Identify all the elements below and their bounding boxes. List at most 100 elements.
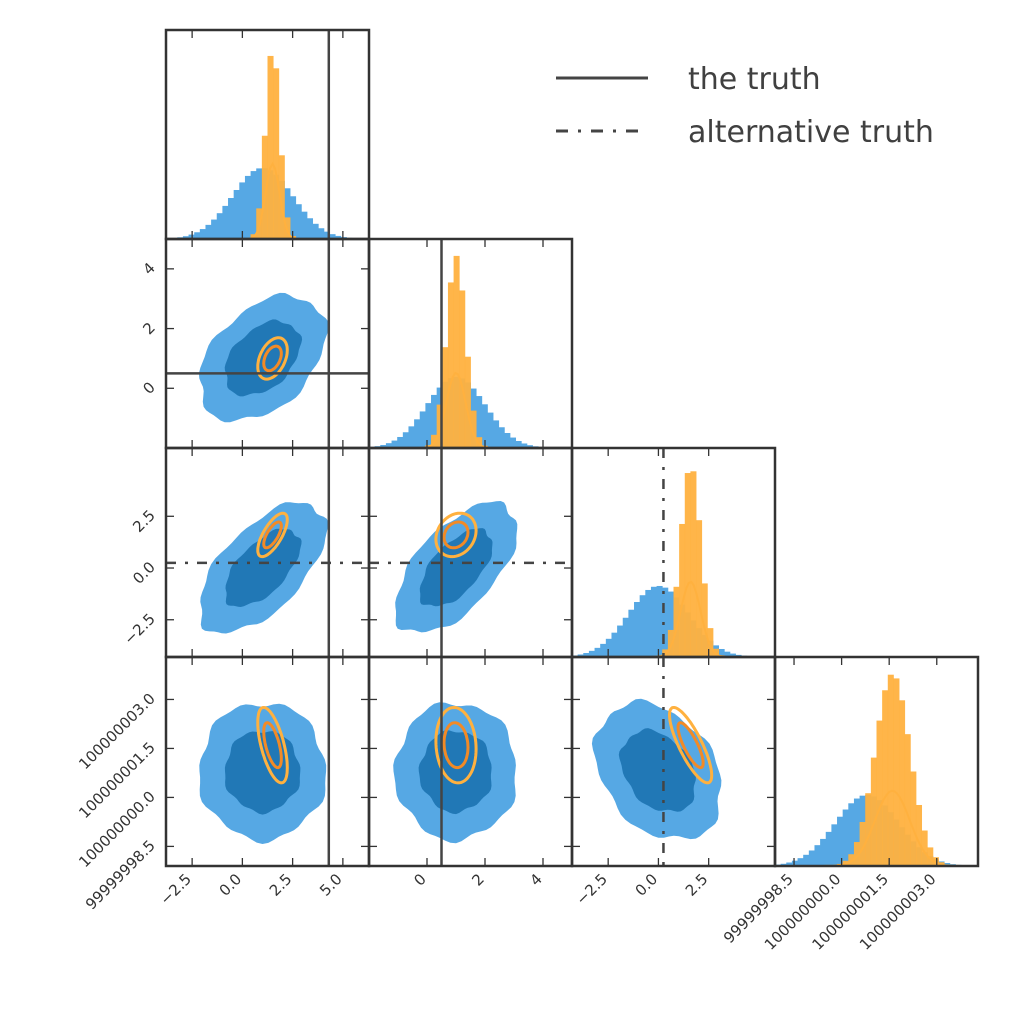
hist-bar <box>876 720 883 866</box>
hist-bar <box>323 231 330 239</box>
x-tick-label: 0.0 <box>632 870 662 900</box>
panel-content <box>572 448 775 657</box>
y-tick-label: 0.0 <box>129 558 159 588</box>
hist-bar <box>842 809 849 866</box>
x-tick-label: 4 <box>526 870 545 889</box>
hist-bar <box>729 653 736 657</box>
hist-bar <box>233 189 240 239</box>
panel-content <box>369 448 572 657</box>
panel-2-1 <box>367 446 574 659</box>
hist-bar <box>594 647 601 657</box>
hist-bar <box>402 432 409 448</box>
hist-bar <box>493 420 500 448</box>
hist-bar <box>194 232 201 239</box>
contour-line-level-0 <box>434 511 478 559</box>
hist-bar <box>656 585 663 657</box>
contour-fill-level-1 <box>618 728 696 812</box>
hist-bar <box>290 196 297 239</box>
hist-bar <box>786 862 793 866</box>
hist-bar <box>414 419 421 448</box>
hist-bar <box>667 591 674 657</box>
panel-frame <box>773 655 980 868</box>
panel-0-0 <box>164 28 371 241</box>
x-tick-label: 0.0 <box>216 870 246 900</box>
hist-bar <box>848 803 855 866</box>
hist-outline <box>166 161 369 239</box>
hist-bar <box>244 175 251 239</box>
x-tick-label: −2.5 <box>156 870 194 908</box>
hist-bar <box>267 55 274 239</box>
hist-bar <box>228 198 235 239</box>
hist-bar <box>831 824 838 866</box>
hist-bar <box>205 224 212 239</box>
panel-1-0 <box>164 237 371 450</box>
hist-bar <box>701 583 708 657</box>
hist-bar <box>893 678 900 866</box>
panel-content <box>166 30 369 239</box>
hist-bar <box>673 586 680 657</box>
hist-bar <box>470 410 477 448</box>
hist-bar <box>679 523 686 657</box>
hist-outline <box>572 580 775 657</box>
hist-bar <box>634 601 641 657</box>
hist-bar <box>910 771 917 866</box>
hist-bar <box>899 700 906 866</box>
hist-bar <box>617 625 624 657</box>
hist-bar <box>487 412 494 448</box>
hist-bar <box>301 211 308 239</box>
legend-label-alternative-truth: alternative truth <box>688 115 934 150</box>
hist-bar <box>639 595 646 657</box>
hist-bar <box>662 587 669 657</box>
hist-bar <box>256 168 263 239</box>
hist-bar <box>250 171 257 239</box>
hist-bar <box>611 632 618 657</box>
hist-bar <box>588 650 595 657</box>
hist-bar <box>853 798 860 866</box>
hist-bar <box>431 394 438 448</box>
panel-3-2 <box>570 655 777 868</box>
contour-line-level-1 <box>262 344 283 373</box>
legend-label-truth: the truth <box>688 62 821 97</box>
hist-bar <box>718 648 725 657</box>
panel-3-0 <box>164 655 371 868</box>
hist-bar <box>690 471 697 657</box>
hist-bar <box>887 674 894 866</box>
hist-bar <box>645 589 652 657</box>
hist-bar <box>707 628 714 657</box>
hist-bar <box>509 437 517 448</box>
hist-bar <box>318 228 325 239</box>
hist-bar <box>408 426 415 448</box>
hist-bar <box>837 816 844 866</box>
hist-bar <box>199 229 206 239</box>
hist-bar <box>927 847 934 866</box>
y-tick-label: 2 <box>139 319 158 338</box>
hist-bar <box>820 838 827 866</box>
hist-bar <box>481 404 488 448</box>
hist-bar <box>391 440 398 448</box>
hist-outline <box>369 371 572 448</box>
x-tick-label: −2.5 <box>573 870 611 908</box>
hist-bar <box>814 845 821 866</box>
contour-line-level-1 <box>442 721 470 770</box>
hist-bar <box>222 205 229 239</box>
y-tick-label: 2.5 <box>129 506 159 536</box>
contour-line-level-1 <box>262 520 283 550</box>
hist-bar <box>216 213 223 239</box>
contour-fill-level-1 <box>225 528 302 607</box>
y-tick-label: −2.5 <box>120 610 158 648</box>
panel-content <box>393 657 516 866</box>
legend: the truth alternative truth <box>556 62 934 150</box>
hist-bar <box>605 638 612 657</box>
hist-bar <box>577 654 584 657</box>
hist-bar <box>436 404 443 448</box>
hist-bar <box>464 356 471 448</box>
hist-bar <box>239 182 246 239</box>
hist-bar <box>385 443 392 448</box>
panel-content <box>369 239 572 448</box>
hist-bar <box>278 155 285 239</box>
hist-bar <box>870 757 877 866</box>
hist-bar <box>684 473 691 657</box>
panel-content <box>166 239 369 448</box>
hist-bar <box>859 821 866 866</box>
